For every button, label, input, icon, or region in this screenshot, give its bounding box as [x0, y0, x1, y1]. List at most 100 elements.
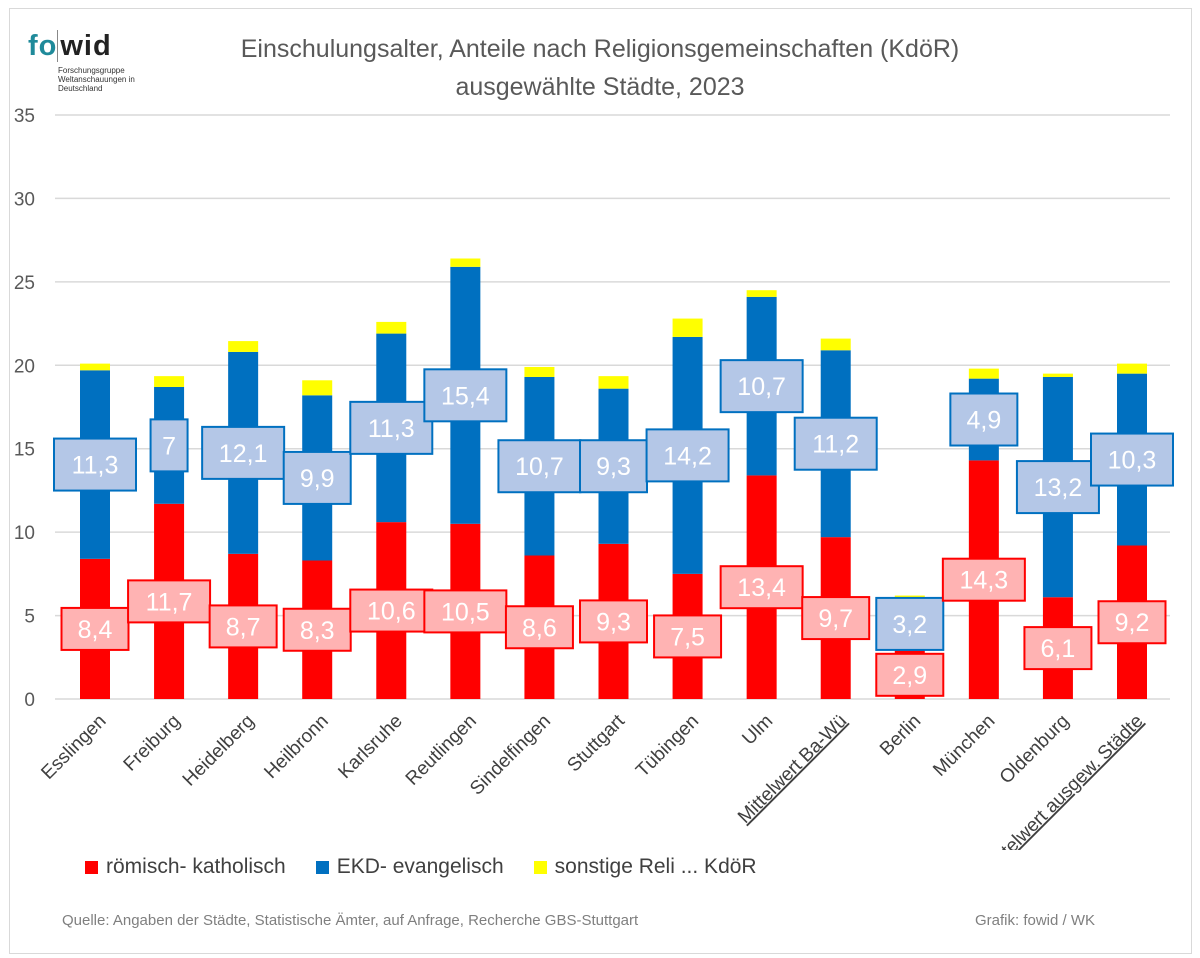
- bar-segment-other: [154, 376, 185, 387]
- data-label-box: [208, 604, 278, 649]
- data-label: 15,4: [441, 382, 490, 410]
- data-label-box: [719, 565, 804, 610]
- logo-wid: wid: [57, 30, 112, 62]
- x-tick-label: Karlsruhe: [334, 711, 406, 783]
- data-label: 7,5: [670, 623, 705, 651]
- data-label-box: [1015, 460, 1100, 515]
- chart-frame: [9, 8, 1192, 954]
- x-tick-label: Reutlingen: [402, 711, 481, 790]
- data-label: 14,2: [663, 442, 712, 470]
- data-label-box: [719, 359, 804, 414]
- x-tick-label: Stuttgart: [563, 710, 629, 776]
- bar-segment-other: [80, 363, 110, 371]
- legend-label-ev: EKD- evangelisch: [336, 855, 504, 878]
- bar-segment-other: [894, 595, 925, 598]
- data-label: 14,3: [960, 567, 1009, 595]
- y-tick-label: 30: [14, 189, 35, 210]
- data-label: 11,3: [368, 415, 415, 443]
- legend-swatch-rk: [85, 860, 98, 874]
- data-label-box: [282, 607, 352, 652]
- data-label: 10,7: [737, 373, 786, 401]
- data-label-box: [875, 652, 945, 697]
- x-tick-label: Tübingen: [632, 711, 703, 782]
- data-label-box: [875, 596, 945, 651]
- bar-segment-other: [746, 290, 777, 297]
- data-label: 4,9: [966, 407, 1001, 435]
- x-tick-label: Heilbronn: [260, 711, 332, 783]
- data-label-box: [60, 606, 130, 651]
- legend-item-rk: römisch- katholisch: [85, 854, 286, 880]
- bar-segment-other: [524, 366, 555, 377]
- y-tick-label: 0: [24, 690, 35, 711]
- data-label-box: [149, 418, 189, 473]
- data-label-box: [653, 614, 723, 659]
- data-label: 10,6: [367, 598, 416, 626]
- legend-swatch-ev: [315, 860, 329, 874]
- data-label: 12,1: [219, 440, 268, 468]
- x-tick-label: Esslingen: [37, 711, 110, 784]
- data-label: 10,3: [1108, 447, 1157, 475]
- data-label: 3,2: [892, 611, 927, 639]
- y-tick-label: 35: [14, 106, 35, 127]
- legend-item-other: sonstige Reli ... KdöR: [533, 854, 757, 880]
- plot-area: 0 5 10 15 20 25 30 35 Esslingen FreiburgHeidelber…: [14, 106, 1174, 850]
- x-tick-label: München: [929, 711, 999, 781]
- data-label-box: [1090, 432, 1174, 487]
- data-label-box: [579, 599, 648, 644]
- y-tick-label: 10: [14, 523, 35, 544]
- data-label-box: [949, 392, 1019, 447]
- logo-fo: fo: [28, 30, 58, 62]
- y-tick-label: 5: [24, 607, 35, 628]
- data-label-box: [423, 368, 508, 423]
- data-label: 8,4: [78, 616, 113, 644]
- bar-segment-other: [598, 376, 629, 389]
- legend-label-other: sonstige Reli ... KdöR: [554, 855, 757, 878]
- legend-swatch-other: [533, 860, 547, 874]
- data-label-box: [282, 450, 352, 505]
- data-label-box: [645, 428, 730, 483]
- data-label: 9,2: [1115, 609, 1150, 637]
- data-label-box: [201, 425, 286, 480]
- bar-segment-other: [450, 258, 481, 267]
- data-label: 6,1: [1041, 635, 1076, 663]
- data-label: 10,5: [441, 598, 490, 626]
- data-label: 13,2: [1034, 474, 1083, 502]
- y-tick-label: 25: [14, 273, 35, 294]
- data-label: 11,2: [812, 431, 859, 459]
- data-label: 11,7: [146, 588, 193, 616]
- data-label: 9,9: [300, 465, 335, 493]
- data-label: 9,3: [596, 453, 631, 481]
- x-tick-label: Freiburg: [120, 711, 185, 776]
- data-label-box: [349, 588, 434, 633]
- bar-segment-other: [1042, 373, 1073, 377]
- data-label-box: [941, 557, 1026, 602]
- bar-segment-other: [672, 318, 703, 337]
- y-tick-label: 15: [14, 440, 35, 461]
- x-tick-label: Berlin: [876, 711, 925, 760]
- data-label: 8,7: [226, 613, 261, 641]
- bar-segment-other: [968, 368, 999, 379]
- x-tick-label: Heidelberg: [179, 711, 259, 791]
- data-label: 10,7: [515, 453, 564, 481]
- chart-title-line1: Einschulungsalter, Anteile nach Religion…: [240, 35, 960, 63]
- x-tick-label: Oldenburg: [996, 711, 1074, 789]
- chart-title-line2: ausgewählte Städte, 2023: [455, 73, 745, 101]
- bar-segment-other: [376, 321, 407, 334]
- bar-segment-other: [820, 338, 851, 351]
- fowid-logo: fo wid Forschungsgruppe Weltanschauungen …: [28, 30, 148, 100]
- data-label-box: [349, 400, 434, 455]
- data-label-box: [504, 605, 574, 650]
- data-label: 9,7: [818, 605, 853, 633]
- data-label: 8,6: [522, 614, 557, 642]
- data-label-box: [1023, 626, 1093, 671]
- data-label-box: [127, 579, 212, 624]
- bar-segment-other: [302, 380, 333, 396]
- data-label-box: [1097, 600, 1167, 645]
- legend-item-ev: EKD- evangelisch: [315, 854, 504, 880]
- bar-segment-other: [228, 341, 259, 352]
- bar-segment-other: [1117, 363, 1147, 374]
- data-label: 9,3: [596, 608, 631, 636]
- logo-subtitle: Forschungsgruppe Weltanschauungen in Deu…: [58, 66, 135, 93]
- data-label: 2,9: [892, 662, 927, 690]
